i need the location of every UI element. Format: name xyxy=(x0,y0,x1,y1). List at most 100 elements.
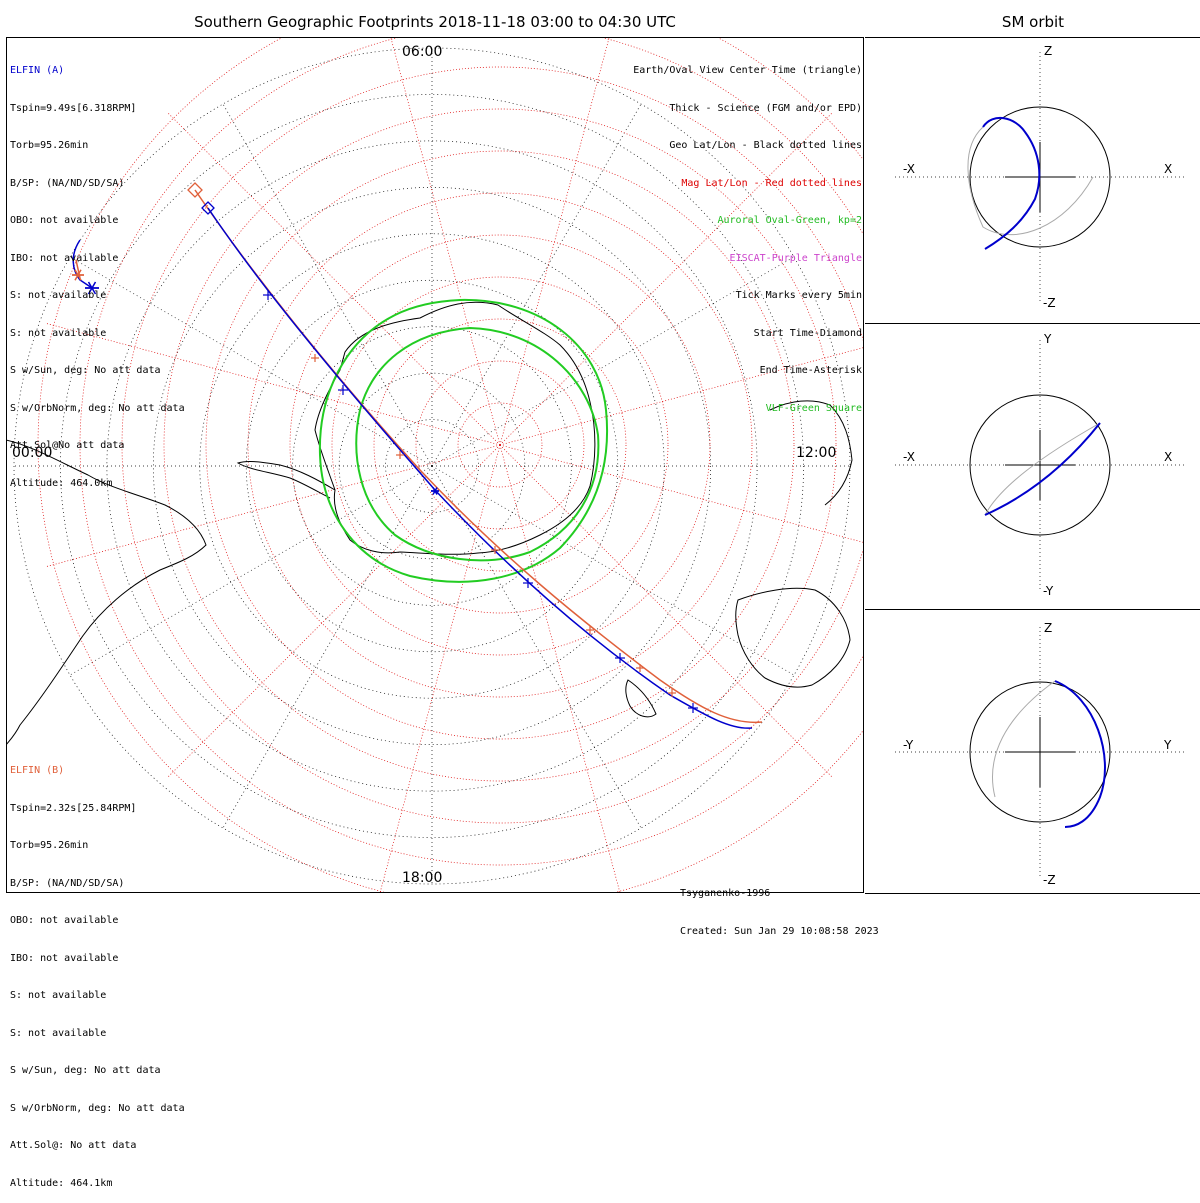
elfin-b-tick-mark xyxy=(491,546,499,554)
plot-title: Southern Geographic Footprints 2018-11-1… xyxy=(194,13,676,31)
sm-panel-plot-2 xyxy=(895,340,1185,590)
mag-lat-circle xyxy=(331,276,669,614)
sm1-axis-right: X xyxy=(1164,162,1173,176)
coastlines xyxy=(7,301,853,745)
elfin-b-tick-mark xyxy=(396,451,404,459)
legend-item: VLF-Green Square xyxy=(765,402,862,414)
geo-lat-circle xyxy=(292,326,572,606)
elfin-b-line: S: not available xyxy=(10,990,107,1001)
elfin-a-line: IBO: not available xyxy=(10,252,119,264)
legend-item: End Time-Asterisk xyxy=(759,365,862,376)
elfin-a-line: S: not available xyxy=(10,327,107,339)
time-label-left: 00:00 xyxy=(12,445,53,461)
legend-item: EISCAT-Purple Triangle xyxy=(729,252,862,264)
geo-lat-circle xyxy=(60,94,804,838)
orbit-back-side xyxy=(984,422,1101,516)
sm2-axis-right: X xyxy=(1164,450,1173,464)
elfin-a-line: B/SP: (NA/ND/SD/SA) xyxy=(10,177,125,189)
mag-meridian xyxy=(499,444,621,892)
mag-lat-circle xyxy=(289,234,711,656)
mag-meridian xyxy=(499,444,833,778)
sm-panel-plot-3 xyxy=(895,627,1185,877)
antarctic-peninsula-coastline xyxy=(236,461,336,499)
sm-orbit-plots xyxy=(895,52,1185,877)
orbit-front-side xyxy=(1054,680,1106,828)
earth-circle xyxy=(969,681,1111,823)
created-date: Created: Sun Jan 29 10:08:58 2023 xyxy=(680,925,879,937)
elfin-a-tick-mark xyxy=(523,578,533,588)
legend-item: Thick - Science (FGM and/or EPD) xyxy=(669,102,862,114)
mag-meridian xyxy=(499,444,863,543)
sm2-axis-top: Y xyxy=(1044,332,1052,346)
geo-meridian xyxy=(69,256,433,467)
elfin-b-tick-mark xyxy=(311,354,319,362)
geo-latlon-grid xyxy=(13,47,851,885)
geo-meridian xyxy=(69,465,433,676)
elfin-a-line: OBO: not available xyxy=(10,215,119,226)
sm-orbit-title: SM orbit xyxy=(1001,13,1065,31)
geo-meridian xyxy=(222,465,433,829)
sm3-axis-left: -Y xyxy=(903,738,914,752)
sm1-axis-bottom: -Z xyxy=(1043,296,1056,310)
mag-lat-circle xyxy=(415,360,585,530)
elfin-a-tick-mark xyxy=(263,290,273,300)
elfin-b-line: OBO: not available xyxy=(10,915,119,926)
sm-panel-yz xyxy=(865,609,1200,894)
elfin-a-line: S: not available xyxy=(10,290,107,301)
orbit-back-side xyxy=(967,126,1094,236)
sm1-axis-left: -X xyxy=(903,162,915,176)
geo-meridian xyxy=(431,103,642,467)
elfin-a-tick-mark xyxy=(615,653,625,663)
elfin-b-tick-mark xyxy=(586,626,594,634)
elfin-b-name: ELFIN (B) xyxy=(10,765,65,776)
mag-meridian xyxy=(45,444,501,567)
mag-meridian xyxy=(390,38,501,446)
elfin-a-track-start-arc xyxy=(72,239,93,289)
legend-item: Start Time-Diamond xyxy=(753,327,862,339)
elfin-a-line: S w/OrbNorm, deg: No att data xyxy=(10,402,185,414)
mag-meridian xyxy=(167,444,501,778)
geo-lat-circle xyxy=(13,47,851,885)
orbit-back-side xyxy=(992,680,1056,798)
elfin-b-line: Altitude: 464.1km xyxy=(10,1177,113,1189)
credit: Tsyganenko-1996 Created: Sun Jan 29 10:0… xyxy=(680,863,879,951)
legend-item: Geo Lat/Lon - Black dotted lines xyxy=(669,140,862,151)
earth-circle xyxy=(969,106,1111,248)
auroral-oval xyxy=(318,298,608,583)
new-zealand-coastline xyxy=(625,679,657,718)
elfin-a-tick-mark xyxy=(338,385,348,395)
mag-meridian xyxy=(45,323,501,446)
mag-meridian xyxy=(167,112,501,446)
elfin-b-line: S: not available xyxy=(10,1027,107,1039)
elfin-a-line: Altitude: 464.0km xyxy=(10,477,113,489)
sm-panel-xz xyxy=(865,37,1200,323)
elfin-a-tick-mark xyxy=(688,703,698,713)
earth-circle xyxy=(969,394,1111,536)
legend-item: Mag Lat/Lon - Red dotted lines xyxy=(681,177,862,189)
elfin-b-tick-mark xyxy=(668,689,676,697)
mag-meridian xyxy=(379,444,501,892)
mag-meridian xyxy=(499,112,833,446)
elfin-b-tick-mark xyxy=(636,664,644,672)
elfin-a-track xyxy=(207,207,753,729)
geo-meridian xyxy=(431,465,795,676)
elfin-a-center-marker xyxy=(431,487,439,495)
legend-item: Earth/Oval View Center Time (triangle) xyxy=(633,65,862,76)
mag-meridian xyxy=(499,347,863,446)
mag-lat-circle xyxy=(163,108,837,782)
elfin-b-start-diamond xyxy=(187,182,203,198)
mag-lat-circle xyxy=(205,150,795,740)
sm3-axis-top: Z xyxy=(1044,621,1053,635)
geo-meridian xyxy=(431,465,642,829)
mag-meridian xyxy=(499,38,610,446)
time-label-bottom: 18:00 xyxy=(402,870,443,886)
geo-lat-circle xyxy=(106,140,758,792)
auroral-oval-inner xyxy=(355,326,600,562)
elfin-a-name: ELFIN (A) xyxy=(10,65,65,76)
elfin-a-line: Tspin=9.49s[6.318RPM] xyxy=(10,102,137,114)
geo-lat-circle xyxy=(245,279,619,653)
elfin-b-line: IBO: not available xyxy=(10,952,119,964)
footprint-map-frame xyxy=(6,37,864,893)
elfin-b-line: Tspin=2.32s[25.84RPM] xyxy=(10,802,137,814)
time-label-top: 06:00 xyxy=(402,44,443,60)
